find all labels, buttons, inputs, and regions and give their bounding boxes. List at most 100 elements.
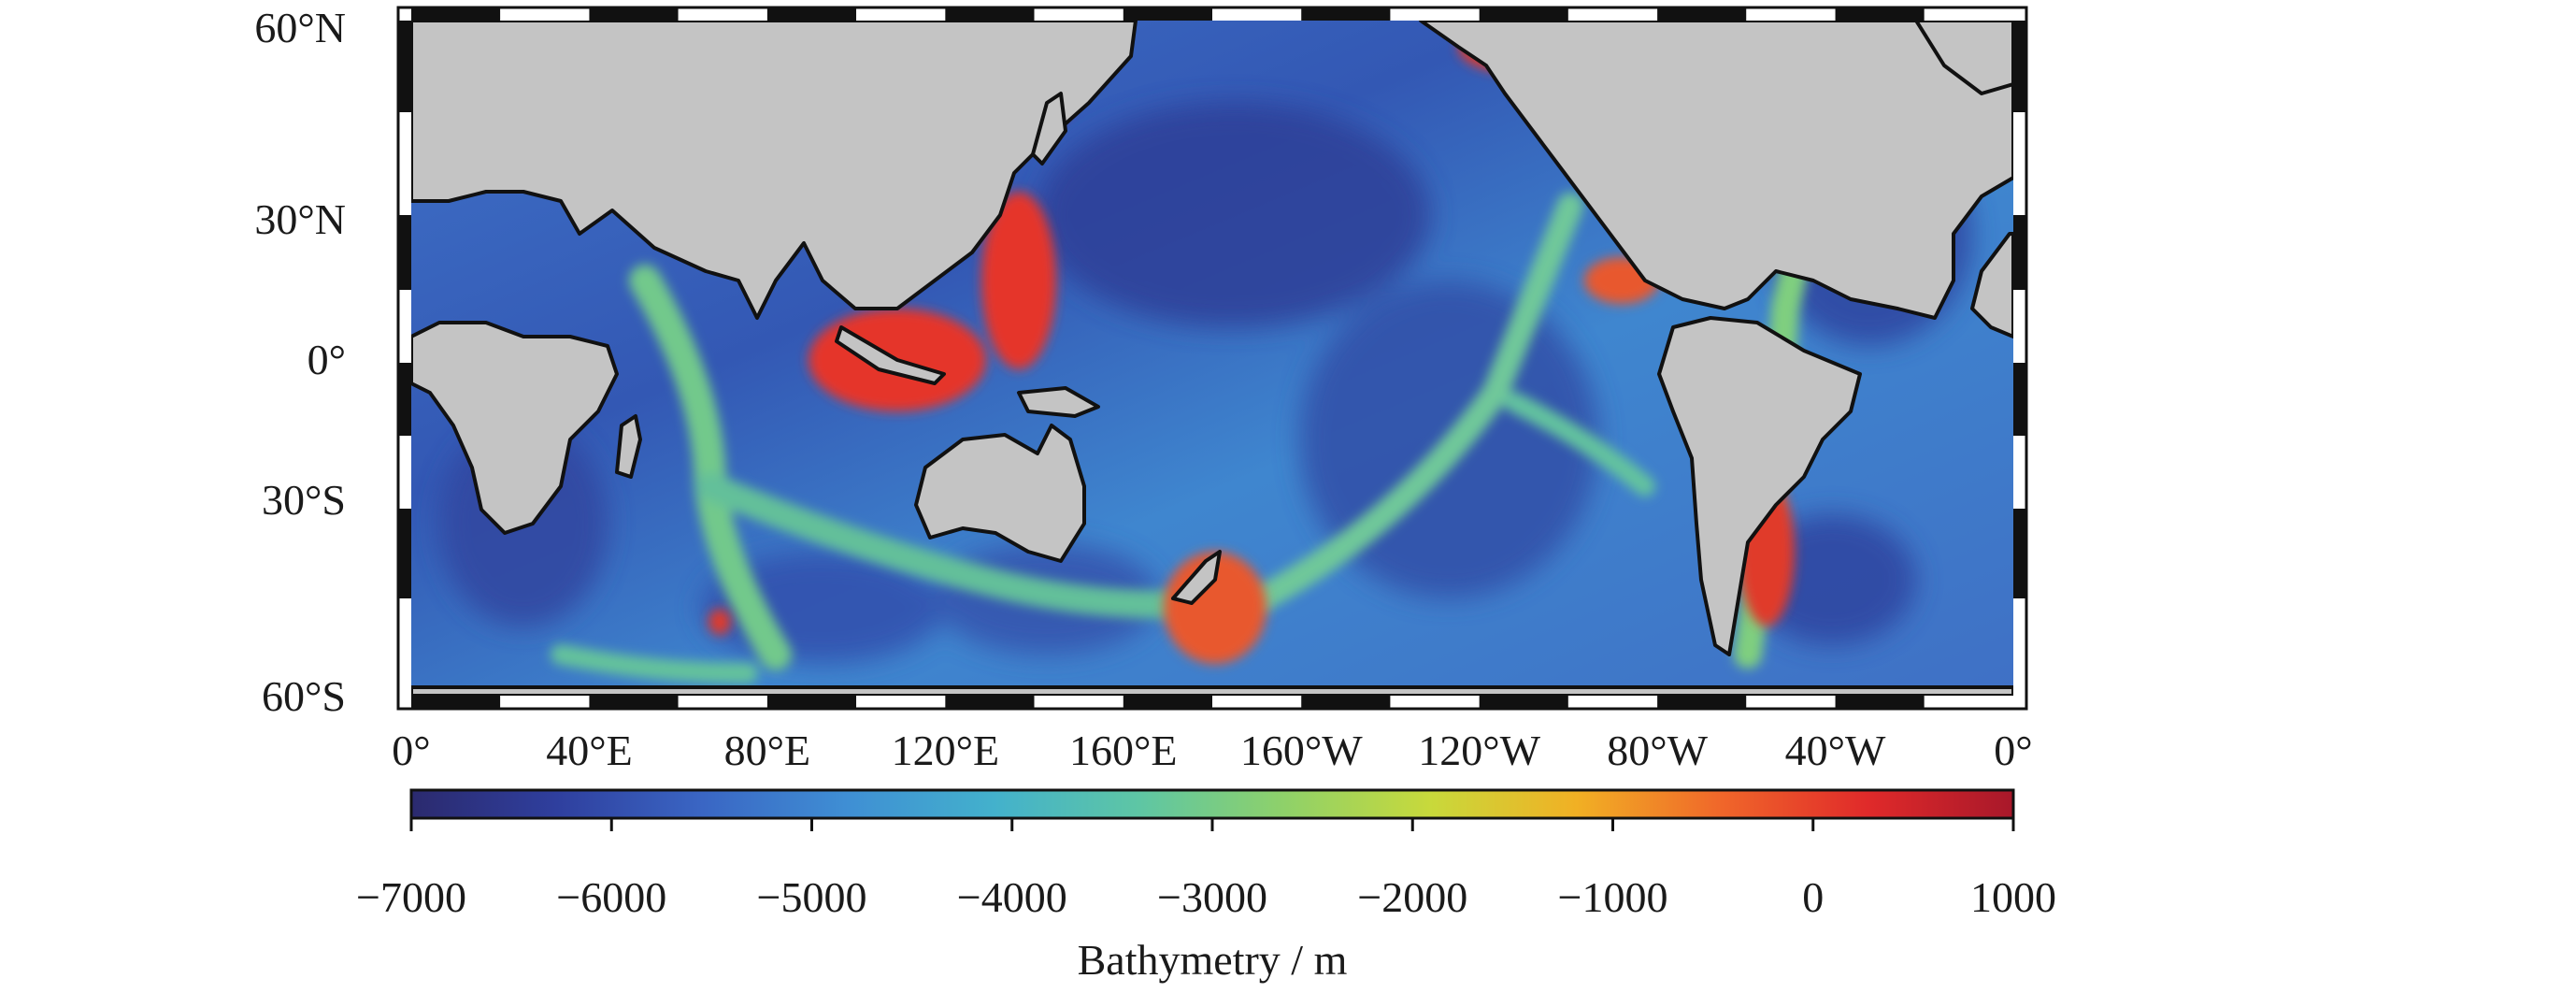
frame-right-segment	[2013, 509, 2026, 598]
antarctic-edge-landmass	[411, 685, 2013, 696]
lon-label-40e: 40°E	[546, 727, 633, 774]
frame-top-segment	[1657, 7, 1747, 21]
frame-top-segment	[1301, 7, 1391, 21]
frame-top-segment	[1390, 7, 1480, 21]
lat-label-30s: 30°S	[262, 476, 346, 524]
frame-right-segment	[2013, 598, 2026, 696]
colorbar: −7000 −6000 −5000 −4000 −3000 −2000 −100…	[356, 788, 2056, 984]
frame-bottom-segment	[1567, 696, 1658, 709]
frame-bottom-segment	[766, 696, 857, 709]
frame-right-segment	[2013, 363, 2026, 436]
frame-top-segment	[411, 7, 501, 21]
frame-top-segment	[1212, 7, 1302, 21]
frame-bottom-segment	[856, 696, 946, 709]
frame-left-segment	[398, 598, 411, 696]
frame-bottom-segment	[1123, 696, 1212, 709]
frame-top-segment	[1924, 7, 2013, 21]
south-america-landmass	[1657, 316, 1862, 656]
europe-africa-landmass-east	[1970, 232, 2013, 338]
cbar-label-minus3000: −3000	[1157, 873, 1267, 921]
lat-label-60n: 60°N	[254, 4, 346, 51]
lon-label-0-west: 0°	[392, 727, 430, 774]
colorbar-bar	[409, 788, 2015, 820]
lon-label-80w: 80°W	[1607, 727, 1708, 774]
colorbar-ticks	[409, 818, 2015, 831]
lat-label-30n: 30°N	[254, 195, 346, 243]
frame-bottom-segment	[678, 696, 767, 709]
frame-bottom-segment	[1835, 696, 1925, 709]
cbar-label-minus2000: −2000	[1357, 873, 1467, 921]
cbar-label-minus6000: −6000	[556, 873, 666, 921]
frame-top-segment	[1746, 7, 1836, 21]
frame-right-segment	[2013, 112, 2026, 215]
colorbar-tick-labels: −7000 −6000 −5000 −4000 −3000 −2000 −100…	[356, 873, 2056, 921]
lon-label-40w: 40°W	[1785, 727, 1886, 774]
frame-left-segment	[398, 509, 411, 598]
indonesia-landmass	[835, 325, 946, 385]
lon-label-80e: 80°E	[724, 727, 811, 774]
frame-bottom-segment	[1301, 696, 1391, 709]
frame-right-segment	[2013, 215, 2026, 290]
frame-right-segment	[2013, 436, 2026, 509]
lon-label-160w: 160°W	[1240, 727, 1363, 774]
cbar-label-minus4000: −4000	[957, 873, 1067, 921]
frame-top-segment	[1479, 7, 1568, 21]
frame-left-segment	[398, 363, 411, 436]
madagascar-landmass	[615, 414, 642, 479]
frame-top-segment	[1034, 7, 1123, 21]
australia-landmass	[914, 424, 1086, 563]
lat-label-0: 0°	[308, 336, 346, 383]
frame-top-segment	[500, 7, 590, 21]
frame-right-segment	[2013, 290, 2026, 363]
frame-bottom-segment	[1390, 696, 1480, 709]
cbar-label-minus1000: −1000	[1558, 873, 1668, 921]
frame-bottom-segment	[500, 696, 590, 709]
frame-left-segment	[398, 112, 411, 215]
frame-bottom-segment	[411, 696, 501, 709]
cbar-label-minus5000: −5000	[757, 873, 867, 921]
frame-left-segment	[398, 290, 411, 363]
new-guinea-landmass	[1017, 386, 1100, 418]
frame-left-segment	[398, 215, 411, 290]
map-frame	[396, 6, 2028, 711]
cbar-label-0: 0	[1802, 873, 1824, 921]
frame-bottom-segment	[1479, 696, 1568, 709]
greenland-landmass	[1914, 21, 2013, 95]
frame-top-segment	[766, 7, 857, 21]
frame-top-segment	[1835, 7, 1925, 21]
new-zealand-landmass	[1171, 550, 1222, 605]
frame-left-segment	[398, 436, 411, 509]
frame-top-segment	[945, 7, 1035, 21]
latitude-labels: 60°N 30°N 0° 30°S 60°S	[254, 4, 346, 720]
lat-label-60s: 60°S	[262, 672, 346, 720]
frame-top-segment	[589, 7, 679, 21]
lon-label-120w: 120°W	[1418, 727, 1540, 774]
frame-outline	[396, 6, 2028, 711]
frame-bottom-segment	[1034, 696, 1123, 709]
frame-bottom-segment	[1924, 696, 2013, 709]
frame-bottom-segment	[1657, 696, 1747, 709]
frame-right-segment	[2013, 21, 2026, 112]
frame-bottom-segment	[589, 696, 679, 709]
north-america-landmass	[1419, 21, 2013, 320]
frame-top-segment	[856, 7, 946, 21]
bathymetry-field	[439, 21, 1991, 684]
colorbar-title: Bathymetry / m	[1078, 936, 1348, 984]
frame-bottom-segment	[945, 696, 1035, 709]
longitude-labels: 0° 40°E 80°E 120°E 160°E 160°W 120°W 80°…	[392, 727, 2032, 774]
lon-label-160e: 160°E	[1069, 727, 1178, 774]
frame-left-segment	[398, 21, 411, 112]
lon-label-0-east: 0°	[1994, 727, 2032, 774]
africa-landmass	[411, 321, 619, 535]
frame-top-segment	[1567, 7, 1658, 21]
frame-top-segment	[1123, 7, 1212, 21]
frame-bottom-segment	[1212, 696, 1302, 709]
cbar-label-1000: 1000	[1970, 873, 2056, 921]
lon-label-120e: 120°E	[892, 727, 1000, 774]
frame-top-segment	[678, 7, 767, 21]
frame-bottom-segment	[1746, 696, 1836, 709]
cbar-label-minus7000: −7000	[356, 873, 466, 921]
land-masses	[411, 21, 2013, 696]
japan-landmass	[1031, 92, 1067, 166]
